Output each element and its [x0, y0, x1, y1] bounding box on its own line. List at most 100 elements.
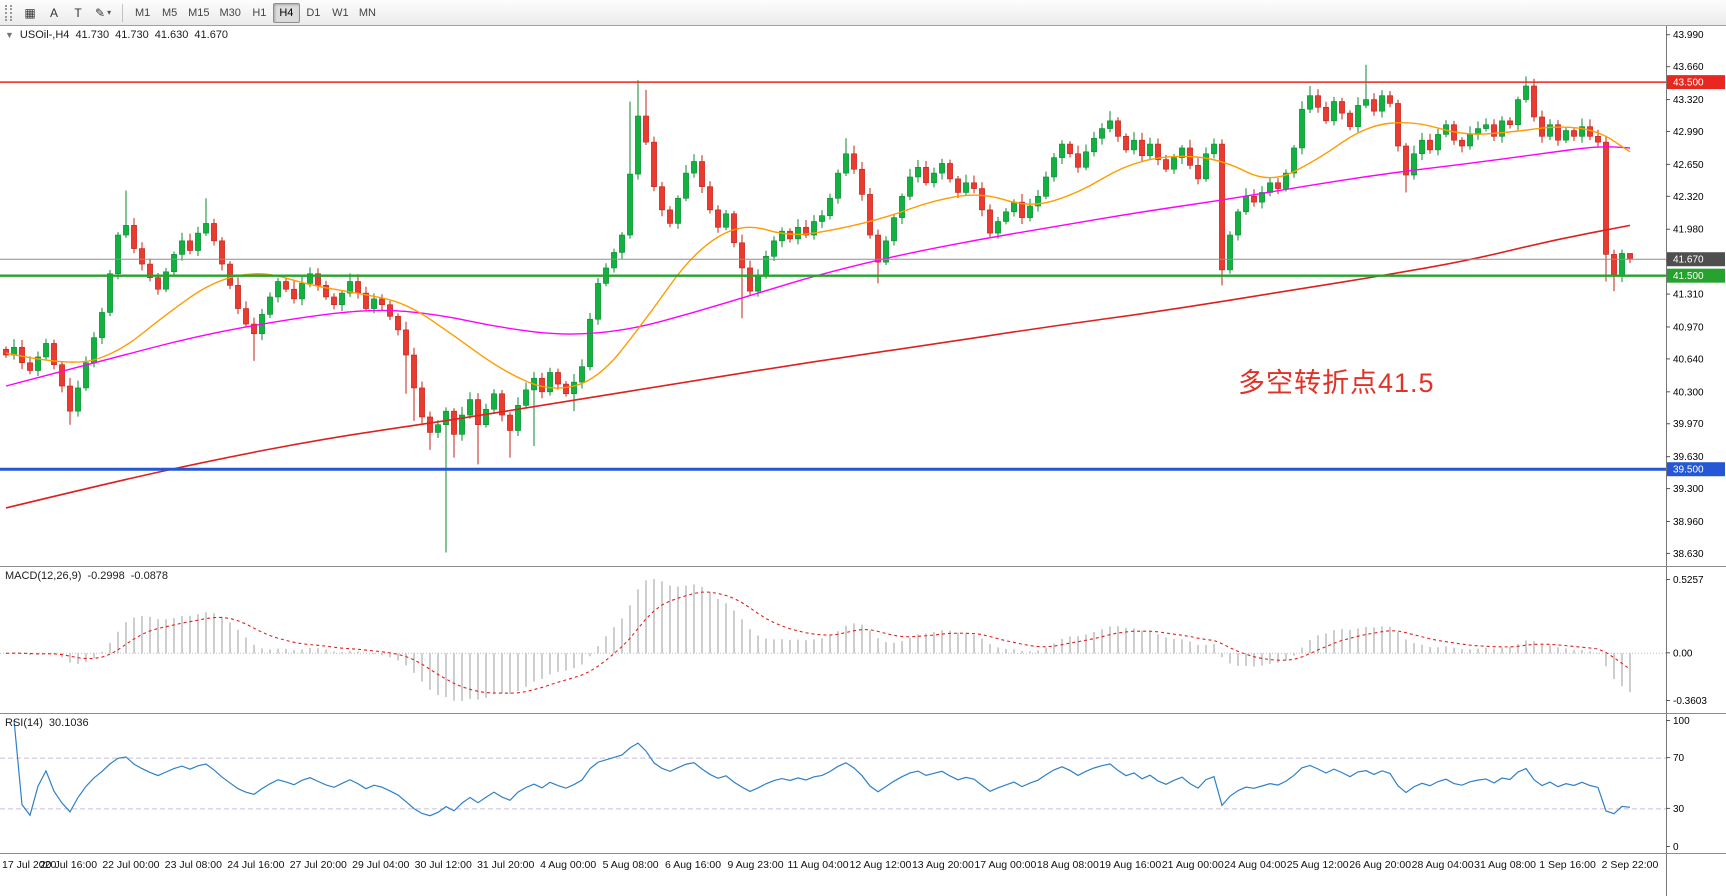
- rsi-scale-label: 0: [1673, 842, 1679, 853]
- rsi-scale-label: 70: [1673, 753, 1685, 764]
- macd-signal-line: [5, 591, 1631, 694]
- time-axis-label: 31 Jul 20:00: [477, 859, 535, 871]
- chinese-annotation-text[interactable]: 多空转折点41.5: [1238, 367, 1435, 398]
- macd-scale-label: 0.00: [1673, 648, 1693, 659]
- time-axis-label: 20 Jul 16:00: [39, 859, 98, 871]
- time-axis-label: 28 Aug 04:00: [1411, 859, 1474, 871]
- timeframe-button-m1[interactable]: M1: [129, 3, 156, 23]
- price-scale-label: 43.320: [1673, 95, 1704, 106]
- macd-pane: 0.5257 0.00 -0.3603 MACD(12,26,9) -0.2998 …: [0, 566, 1726, 713]
- time-axis-label: 9 Aug 23:00: [727, 859, 784, 871]
- timeframe-button-m30[interactable]: M30: [214, 3, 245, 23]
- time-axis-label: 29 Jul 04:00: [352, 859, 410, 871]
- price-scale-label: 40.970: [1673, 322, 1704, 333]
- rsi-title: RSI(14) 30.1036: [5, 717, 89, 729]
- macd-scale-label: 0.5257: [1673, 575, 1704, 586]
- time-axis-label: 4 Aug 00:00: [540, 859, 597, 871]
- price-scale-label: 42.320: [1673, 192, 1704, 203]
- price-scale-label: 38.630: [1673, 549, 1704, 560]
- chevron-down-icon: ▾: [107, 8, 112, 17]
- chart-collapse-arrow[interactable]: ▼: [5, 30, 14, 40]
- time-axis-label: 27 Jul 20:00: [289, 859, 347, 871]
- timeframe-toolbar: M1 M5 M15 M30 H1 H4 D1 W1 MN: [129, 2, 381, 23]
- timeframe-button-w1[interactable]: W1: [327, 3, 354, 23]
- timeframe-button-d1[interactable]: D1: [300, 3, 327, 23]
- rsi-label: RSI(14): [5, 717, 43, 729]
- ohlc-close: 41.670: [194, 29, 229, 41]
- time-axis-label: 2 Sep 22:00: [1601, 859, 1659, 871]
- price-pane: 43.990 43.660 43.320 42.990 42.650 42.320 41.9…: [0, 26, 1726, 566]
- price-scale-label: 40.300: [1673, 387, 1704, 398]
- time-axis-label: 17 Aug 00:00: [974, 859, 1037, 871]
- time-axis-label: 26 Aug 20:00: [1349, 859, 1412, 871]
- toolbar-separator: [122, 3, 124, 22]
- macd-signal-value: -0.0878: [130, 570, 169, 582]
- arrow-tool-button[interactable]: A: [43, 3, 65, 23]
- rsi-line: [13, 719, 1631, 817]
- macd-scale-label: -0.3603: [1673, 696, 1707, 707]
- chart-area: 43.990 43.660 43.320 42.990 42.650 42.320 41.9…: [0, 26, 1726, 896]
- time-axis: 17 Jul 2020 20 Jul 16:00 22 Jul 00:00 23 Ju…: [0, 853, 1726, 896]
- rsi-canvas[interactable]: 100 70 30 0: [0, 714, 1726, 853]
- ma-mid-magenta[interactable]: [5, 146, 1631, 387]
- price-scale-label: 43.660: [1673, 62, 1704, 73]
- symbol-period-label: USOil-,H4: [19, 29, 70, 41]
- timeframe-button-mn[interactable]: MN: [354, 3, 381, 23]
- time-axis-label: 5 Aug 08:00: [602, 859, 659, 871]
- time-axis-label: 23 Jul 08:00: [164, 859, 222, 871]
- rsi-value: 30.1036: [48, 717, 89, 729]
- price-scale-label: 38.960: [1673, 517, 1704, 528]
- timeframe-button-h1[interactable]: H1: [246, 3, 273, 23]
- time-axis-label: 6 Aug 16:00: [665, 859, 722, 871]
- price-chart-canvas[interactable]: 43.990 43.660 43.320 42.990 42.650 42.320 41.9…: [0, 26, 1726, 566]
- time-axis-label: 24 Aug 04:00: [1224, 859, 1287, 871]
- price-scale-label: 39.970: [1673, 419, 1704, 430]
- macd-main-value: -0.2998: [87, 570, 125, 582]
- macd-label: MACD(12,26,9): [5, 570, 82, 582]
- time-axis-label: 25 Aug 12:00: [1286, 859, 1349, 871]
- timeframe-button-m5[interactable]: M5: [156, 3, 183, 23]
- time-axis-label: 12 Aug 12:00: [849, 859, 912, 871]
- time-axis-label: 1 Sep 16:00: [1539, 859, 1596, 871]
- price-scale-label: 40.640: [1673, 354, 1704, 365]
- time-axis-label: 11 Aug 04:00: [787, 859, 849, 871]
- pen-icon: ✎: [95, 5, 106, 20]
- macd-canvas[interactable]: 0.5257 0.00 -0.3603: [0, 567, 1726, 713]
- drawing-tools-dropdown[interactable]: ✎ ▾: [91, 3, 115, 23]
- price-scale-label: 39.630: [1673, 452, 1704, 463]
- time-axis-label: 17 Jul 2020: [2, 859, 57, 871]
- time-axis-label: 18 Aug 08:00: [1036, 859, 1099, 871]
- price-tag: 39.500: [1673, 465, 1704, 476]
- toolbar-grip[interactable]: [5, 4, 12, 21]
- timeframe-button-m15[interactable]: M15: [183, 3, 214, 23]
- time-axis-label: 21 Aug 00:00: [1161, 859, 1224, 871]
- price-scale-label: 42.650: [1673, 160, 1704, 171]
- ohlc-high: 41.730: [115, 29, 149, 41]
- ohlc-open: 41.730: [75, 29, 110, 41]
- ohlc-low: 41.630: [154, 29, 189, 41]
- time-axis-label: 31 Aug 08:00: [1474, 859, 1537, 871]
- price-scale-label: 41.310: [1673, 290, 1704, 301]
- macd-title: MACD(12,26,9) -0.2998 -0.0878: [5, 570, 168, 582]
- chart-grid-icon[interactable]: ▦: [19, 3, 41, 23]
- toolbar: ▦ A T ✎ ▾ M1 M5 M15 M30 H1 H4 D1 W1 MN: [0, 0, 1726, 26]
- rsi-pane: 100 70 30 0 RSI(14) 30.1036: [0, 713, 1726, 853]
- rsi-scale-label: 100: [1673, 716, 1690, 727]
- rsi-scale-label: 30: [1673, 804, 1685, 815]
- price-scale-label: 43.990: [1673, 30, 1704, 41]
- timeframe-button-h4[interactable]: H4: [272, 2, 300, 23]
- time-axis-label: 30 Jul 12:00: [414, 859, 472, 871]
- price-tag: 41.670: [1673, 255, 1704, 266]
- time-axis-label: 24 Jul 16:00: [227, 859, 285, 871]
- time-axis-label: 13 Aug 20:00: [911, 859, 974, 871]
- chart-ohlc-title: ▼ USOil-,H4 41.730 41.730 41.630 41.670: [5, 29, 228, 41]
- scale-separator: [1666, 854, 1667, 896]
- text-tool-button[interactable]: T: [67, 3, 89, 23]
- time-axis-label: 22 Jul 00:00: [102, 859, 160, 871]
- price-tag: 43.500: [1673, 78, 1704, 89]
- time-axis-label: 19 Aug 16:00: [1099, 859, 1162, 871]
- price-scale-label: 39.300: [1673, 484, 1704, 495]
- price-tag: 41.500: [1673, 271, 1704, 282]
- ma-fast-orange[interactable]: [5, 121, 1631, 389]
